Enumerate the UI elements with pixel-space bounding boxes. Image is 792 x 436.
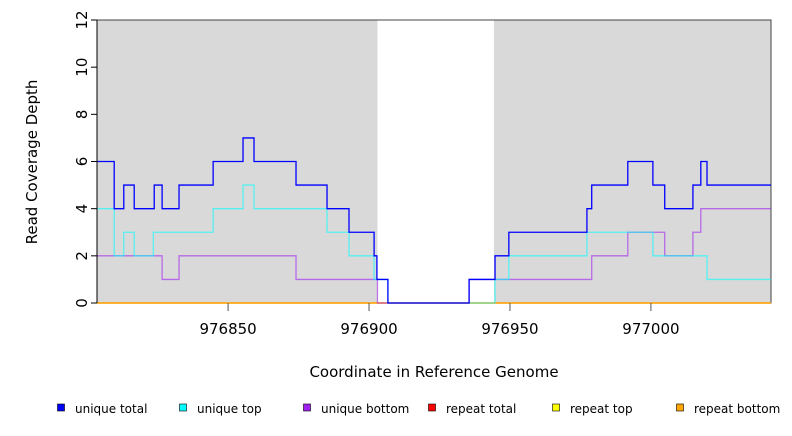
- x-tick-label: 976850: [199, 320, 256, 338]
- legend-item: repeat bottom: [676, 402, 780, 416]
- legend-label: unique total: [75, 402, 147, 416]
- legend-swatch: [303, 403, 311, 412]
- shaded-regions: [97, 20, 771, 303]
- legend: unique total unique top unique bottom repea…: [57, 402, 780, 416]
- legend-item: repeat top: [552, 402, 633, 416]
- legend-swatch: [552, 403, 560, 412]
- x-tick-label: 976950: [481, 320, 538, 338]
- x-tick-label: 977000: [622, 320, 679, 338]
- legend-item: unique total: [57, 402, 147, 416]
- legend-label: unique top: [197, 402, 262, 416]
- legend-item: unique bottom: [303, 402, 409, 416]
- series-line-unique-top: [97, 184, 771, 304]
- legend-label: unique bottom: [321, 402, 409, 416]
- y-tick-label: 12: [73, 10, 91, 29]
- legend-item: repeat total: [428, 402, 516, 416]
- y-tick-label: 6: [73, 157, 91, 167]
- x-axis: 976850 976900 976950 977000: [199, 303, 680, 338]
- y-tick-label: 0: [73, 298, 91, 308]
- y-axis-label: Read Coverage Depth: [23, 80, 41, 245]
- x-tick-label: 976900: [340, 320, 397, 338]
- series-line-unique-bottom: [97, 208, 771, 304]
- y-tick-label: 4: [73, 204, 91, 214]
- legend-item: unique top: [179, 402, 262, 416]
- legend-swatch: [57, 403, 65, 412]
- legend-label: repeat top: [570, 402, 633, 416]
- series-lines: [97, 137, 771, 304]
- legend-swatch: [428, 403, 436, 412]
- y-tick-label: 10: [73, 58, 91, 77]
- y-tick-label: 2: [73, 251, 91, 261]
- legend-label: repeat total: [446, 402, 516, 416]
- x-axis-label: Coordinate in Reference Genome: [309, 363, 558, 381]
- y-tick-label: 8: [73, 110, 91, 120]
- series-line-unique-total: [97, 137, 771, 304]
- y-axis: 0 2 4 6 8 10 12: [73, 10, 98, 308]
- legend-label: repeat bottom: [694, 402, 780, 416]
- legend-swatch: [676, 403, 684, 412]
- legend-swatch: [179, 403, 187, 412]
